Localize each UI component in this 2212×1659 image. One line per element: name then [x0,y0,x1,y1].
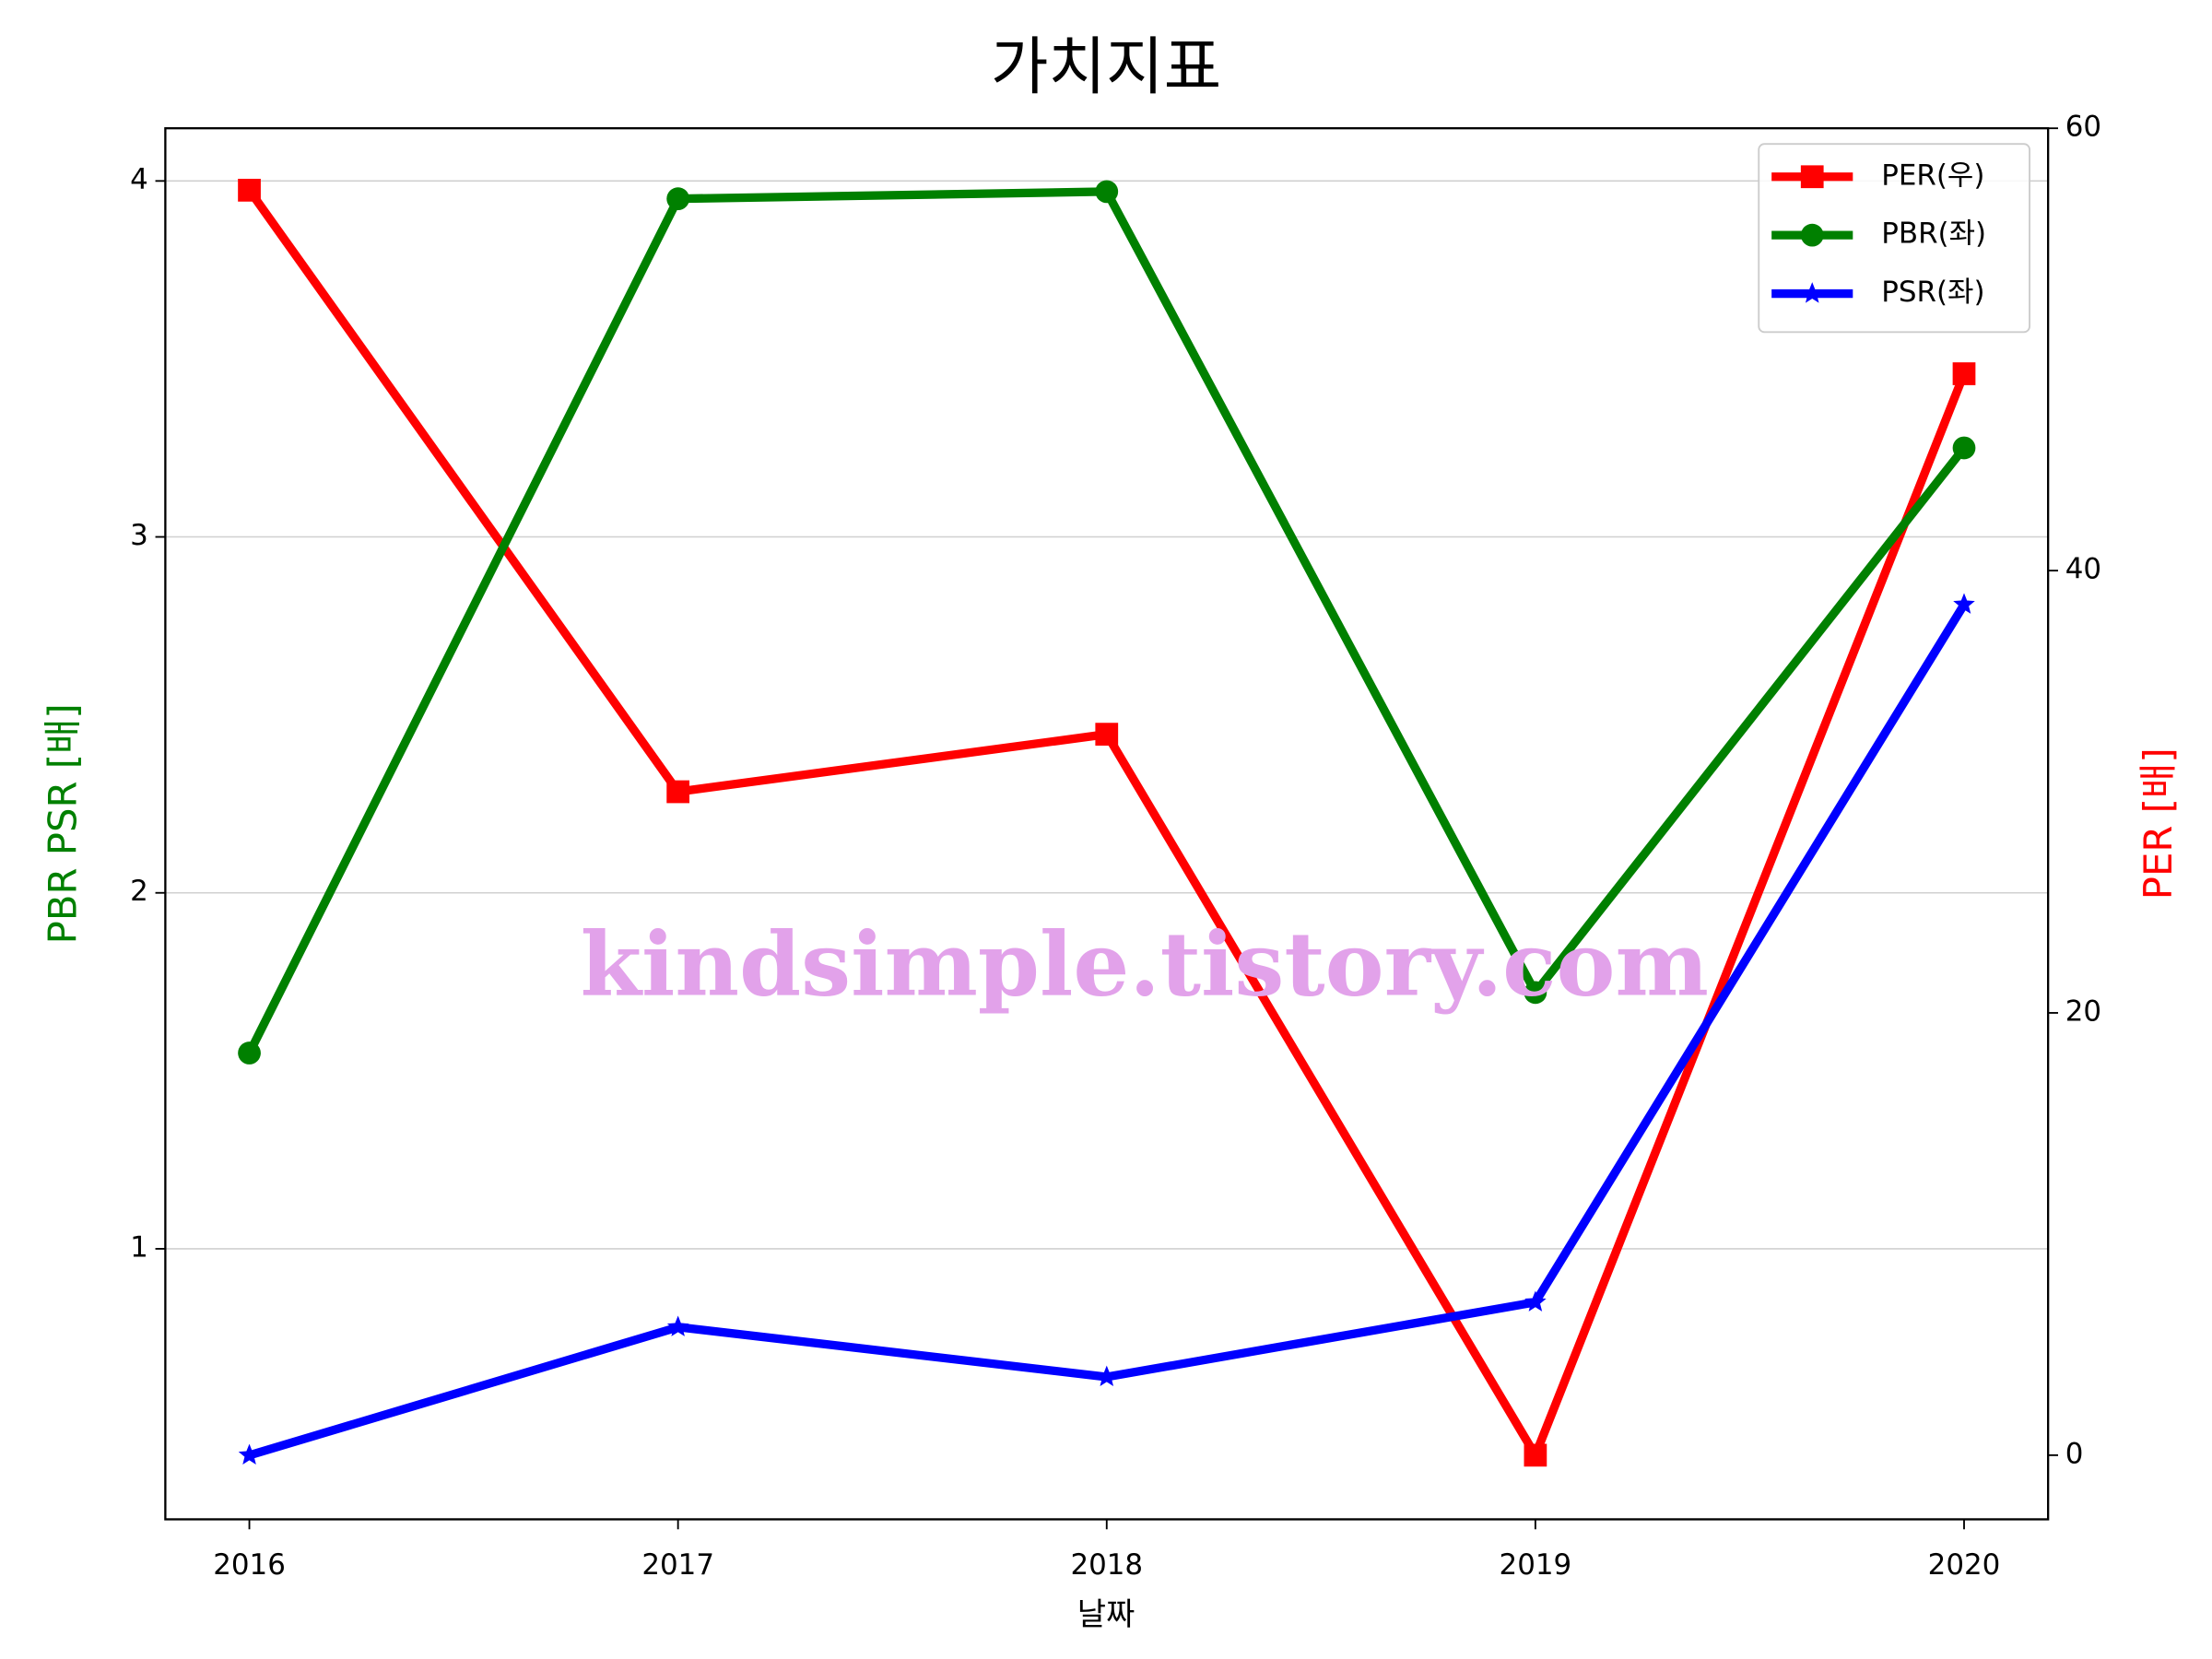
legend-label: PBR(좌) [1881,218,1986,251]
marker [666,1315,689,1336]
chart-title: 가치지표 [991,31,1221,104]
y2-tick-label: 0 [2065,1437,2084,1470]
x-tick-label: 2016 [213,1548,286,1582]
x-tick-label: 2020 [1928,1548,2001,1582]
marker [1952,362,1976,385]
y-tick-label: 4 [130,163,148,196]
legend-box [1758,143,2030,334]
axes-frame [164,127,2050,1521]
marker [1953,593,1975,614]
marker [238,1041,261,1065]
marker [666,780,690,804]
x-tick-label: 2019 [1500,1548,1572,1582]
y2-tick-label: 60 [2065,111,2101,144]
marker [238,1443,261,1465]
marker [1524,1290,1547,1312]
marker [1095,180,1119,204]
y2-axis-label: PER [배] [2136,747,2181,900]
x-axis-label: 날짜 [1077,1596,1135,1633]
legend: PER(우) PBR(좌) PSR(좌) [1758,143,2030,334]
marker [1096,1365,1118,1386]
marker [666,187,690,211]
y2-tick-label: 20 [2065,994,2101,1028]
y-tick-label: 2 [130,875,148,908]
legend-label: PSR(좌) [1881,276,1984,309]
marker [1524,981,1547,1005]
legend-label: PER(우) [1881,159,1984,192]
legend-marker [1800,223,1824,247]
marker [1952,436,1976,460]
marker [238,178,261,202]
legend-marker [1801,282,1824,303]
x-tick-label: 2018 [1070,1548,1143,1582]
x-tick-label: 2017 [641,1548,714,1582]
watermark: kindsimple.tistory.com [581,912,1709,1016]
legend-marker [1800,165,1824,189]
y-tick-label: 3 [130,519,148,552]
y2-tick-label: 40 [2065,553,2101,586]
marker [1095,723,1119,747]
y-axis-label: PBR PSR [배] [41,703,86,944]
y-tick-label: 1 [130,1230,148,1264]
marker [1524,1443,1547,1467]
